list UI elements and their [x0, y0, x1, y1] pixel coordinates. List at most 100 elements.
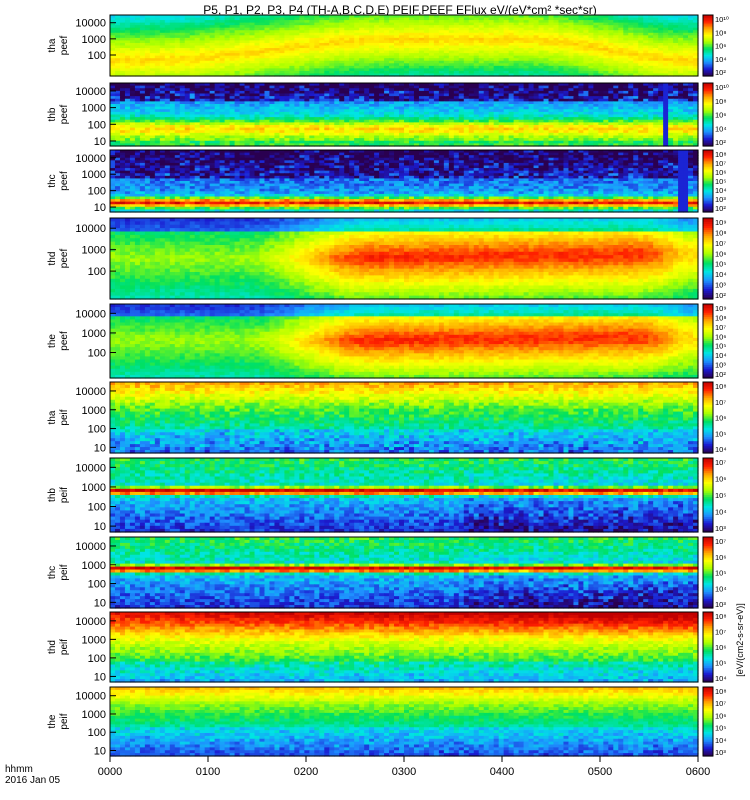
heatmap-cell [404, 60, 410, 64]
heatmap-cell [259, 53, 266, 57]
heatmap-cell [473, 60, 480, 64]
heatmap-cell [628, 25, 634, 29]
heatmap-cell [543, 37, 550, 42]
heatmap-cell [428, 65, 435, 69]
heatmap-cell [448, 42, 455, 47]
heatmap-cell [194, 17, 201, 21]
heatmap-cell [638, 22, 644, 26]
heatmap-cell [279, 32, 285, 36]
heatmap-cell [144, 53, 151, 57]
heatmap-cell [543, 48, 550, 52]
heatmap-cell [114, 50, 121, 54]
heatmap-cell [603, 55, 609, 59]
heatmap-cell [124, 53, 131, 57]
heatmap-cell [199, 63, 206, 67]
heatmap-cell [329, 25, 335, 29]
heatmap-cell [523, 37, 530, 42]
heatmap-cell [204, 50, 211, 54]
heatmap-cell [329, 50, 335, 54]
heatmap-cell [428, 22, 435, 26]
heatmap-cell [553, 45, 560, 49]
heatmap-cell [583, 42, 589, 47]
heatmap-cell [119, 27, 126, 31]
heatmap-cell [533, 48, 540, 52]
heatmap-cell [194, 65, 201, 69]
heatmap-cell [648, 37, 654, 42]
heatmap-cell [463, 22, 470, 26]
heatmap-cell [339, 25, 345, 29]
heatmap-cell [164, 40, 171, 44]
heatmap-cell [189, 15, 196, 19]
heatmap-cell [513, 32, 520, 36]
heatmap-cell [254, 22, 261, 26]
heatmap-cell [179, 37, 186, 42]
heatmap-cell [134, 32, 141, 36]
heatmap-cell [613, 53, 619, 57]
heatmap-cell [663, 40, 669, 44]
heatmap-cell [239, 48, 246, 52]
heatmap-cell [204, 58, 211, 62]
heatmap-cell [603, 40, 609, 44]
heatmap-cell [124, 63, 131, 67]
heatmap-cell [428, 35, 435, 39]
heatmap-cell [374, 25, 380, 29]
heatmap-cell [294, 58, 300, 62]
heatmap-cell [189, 40, 196, 44]
heatmap-cell [329, 15, 335, 19]
heatmap-cell [658, 60, 664, 64]
heatmap-cell [114, 20, 121, 24]
heatmap-cell [468, 48, 475, 52]
heatmap-cell [314, 42, 320, 47]
heatmap-cell [339, 58, 345, 62]
heatmap-cell [458, 68, 465, 72]
heatmap-cell [164, 15, 171, 19]
heatmap-cell [538, 17, 545, 21]
heatmap-cell [633, 37, 639, 42]
heatmap-cell [254, 48, 261, 52]
heatmap-cell [448, 58, 455, 62]
heatmap-cell [269, 20, 276, 24]
heatmap-cell [249, 53, 256, 57]
heatmap-cell [274, 53, 281, 57]
heatmap-cell [279, 25, 285, 29]
heatmap-cell [219, 17, 226, 21]
heatmap-cell [608, 40, 614, 44]
heatmap-cell [249, 48, 256, 52]
heatmap-cell [384, 42, 390, 47]
heatmap-cell [453, 45, 460, 49]
heatmap-cell [169, 35, 176, 39]
heatmap-cell [613, 55, 619, 59]
heatmap-cell [423, 25, 430, 29]
heatmap-cell [404, 27, 410, 31]
heatmap-cell [124, 25, 131, 29]
heatmap-cell [618, 37, 624, 42]
heatmap-cell [603, 48, 609, 52]
heatmap-cell [319, 45, 325, 49]
heatmap-cell [344, 30, 350, 34]
heatmap-cell [638, 48, 644, 52]
heatmap-cell [269, 30, 276, 34]
heatmap-cell [668, 27, 674, 31]
heatmap-cell [359, 63, 365, 67]
heatmap-cell [443, 40, 450, 44]
heatmap-cell [264, 17, 271, 21]
heatmap-cell [369, 22, 375, 26]
heatmap-cell [648, 58, 654, 62]
heatmap-cell [214, 35, 221, 39]
heatmap-cell [683, 65, 689, 69]
heatmap-cell [324, 58, 330, 62]
heatmap-cell [364, 30, 370, 34]
heatmap-cell [144, 20, 151, 24]
heatmap-cell [379, 27, 385, 31]
heatmap-cell [663, 27, 669, 31]
heatmap-cell [239, 63, 246, 67]
heatmap-cell [164, 68, 171, 72]
heatmap-cell [538, 22, 545, 26]
heatmap-cell [159, 60, 166, 64]
heatmap-cell [194, 60, 201, 64]
heatmap-cell [359, 15, 365, 19]
heatmap-cell [339, 42, 345, 47]
heatmap-cell [394, 35, 400, 39]
heatmap-cell [324, 63, 330, 67]
heatmap-cell [558, 45, 565, 49]
